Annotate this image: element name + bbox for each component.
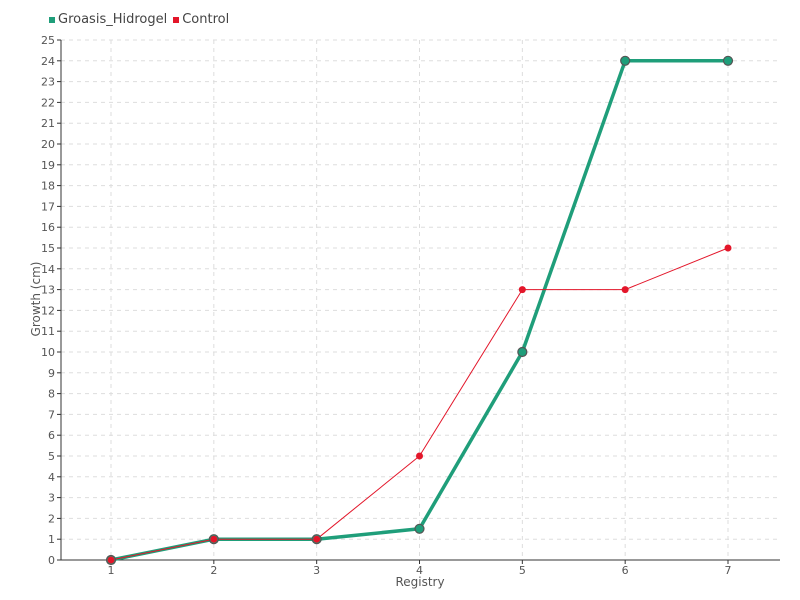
series-layer [105,55,734,566]
data-point-control [518,286,526,294]
legend-item-groasis-hidrogel[interactable]: Groasis_Hidrogel [49,12,167,27]
legend-label-groasis-hidrogel: Groasis_Hidrogel [58,12,168,27]
data-point-groasis-hidrogel [414,523,425,534]
y-tick-label: 8 [48,388,55,401]
x-axis-title: Registry [395,575,444,589]
data-point-groasis-hidrogel [620,55,631,66]
data-point-control [313,535,321,543]
y-tick-label: 20 [41,138,55,151]
x-tick-label: 1 [108,564,115,577]
y-tick-label: 6 [48,429,55,442]
y-tick-label: 25 [41,34,55,47]
x-tick-label: 6 [622,564,629,577]
y-tick-label: 17 [41,200,55,213]
data-point-control [621,286,629,294]
data-point-groasis-hidrogel [517,346,528,358]
y-tick-label: 2 [48,512,55,525]
x-tick-label: 5 [519,564,526,577]
y-tick-label: 5 [48,450,55,463]
y-tick-label: 21 [41,117,55,130]
y-tick-label: 1 [48,533,55,546]
data-point-control [416,452,423,460]
y-tick-label: 23 [41,76,55,89]
x-tick-label: 7 [725,564,732,577]
chart-legend: Groasis_Hidrogel Control [49,12,235,27]
data-point-control [210,535,218,543]
y-tick-label: 18 [41,180,55,193]
data-point-control [724,244,732,252]
y-tick-label: 0 [48,554,55,567]
legend-swatch-groasis-hidrogel [49,16,55,23]
y-tick-label: 11 [41,325,55,338]
legend-label-control: Control [182,12,230,27]
y-tick-label: 22 [41,96,55,109]
grid-layer [61,39,780,560]
y-tick-label: 15 [41,242,55,255]
data-point-control [107,556,115,564]
x-tick-label: 4 [416,564,423,577]
x-tick-label: 2 [210,564,217,577]
y-tick-label: 12 [41,304,55,317]
y-tick-label: 14 [41,263,55,276]
y-tick-label: 10 [41,346,55,359]
y-tick-label: 4 [48,471,55,484]
series-line-groasis-hidrogel [110,59,728,562]
y-tick-label: 24 [41,55,55,68]
legend-item-control[interactable]: Control [173,12,229,27]
x-tick-label: 3 [313,564,320,577]
y-tick-label: 9 [48,367,55,380]
y-axis-title: Growth (cm) [29,262,43,337]
y-tick-label: 13 [41,284,55,297]
axes-layer: 0123456789101112131415161718192021222324… [41,34,780,577]
y-tick-label: 16 [41,221,55,234]
y-tick-label: 3 [48,492,55,505]
y-tick-label: 19 [41,159,55,172]
y-tick-label: 7 [48,408,55,421]
data-point-groasis-hidrogel [722,55,734,66]
legend-swatch-control [173,16,180,23]
